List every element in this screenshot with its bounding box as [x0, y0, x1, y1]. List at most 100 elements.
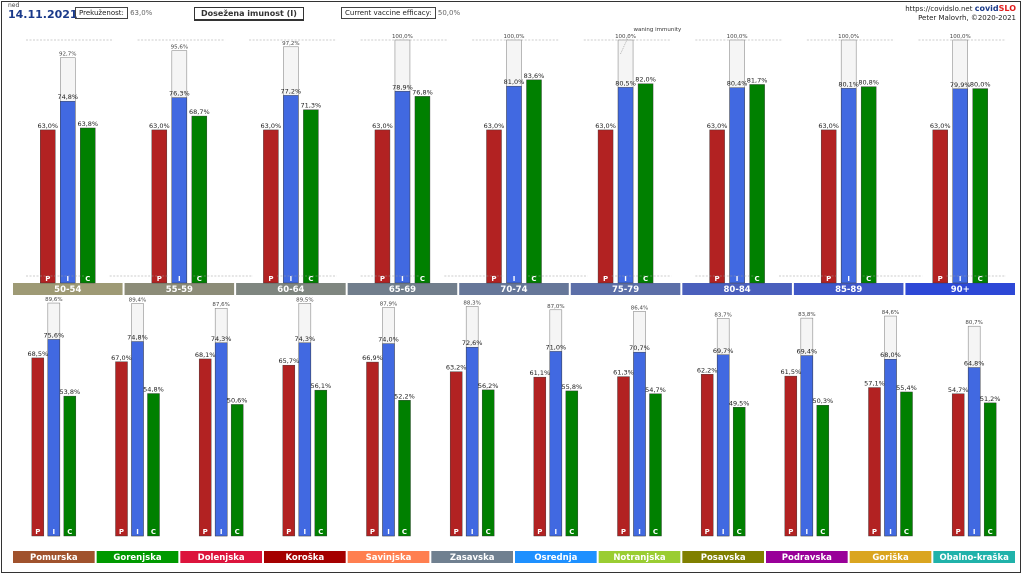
bar-p-value-label: 63,0% — [261, 122, 282, 130]
bar-c — [303, 109, 319, 284]
bar-letter: I — [471, 528, 474, 536]
bar-i-value-label: 64,8% — [964, 360, 985, 368]
category-label-background — [459, 283, 569, 295]
bar-letter: I — [53, 528, 56, 536]
bar-c-value-label: 53,8% — [60, 388, 81, 396]
bar-i — [952, 88, 968, 284]
bar-p — [820, 129, 837, 284]
bar-letter: P — [370, 528, 375, 536]
bar-p — [115, 361, 128, 537]
max-value-label: 87,9% — [380, 301, 397, 307]
bar-p-value-label: 62,2% — [697, 366, 718, 374]
bar-letter: I — [806, 528, 809, 536]
bar-i — [382, 343, 395, 537]
category-label: 50-54 — [54, 285, 81, 295]
breakthrough-label: Prekuženost: — [75, 7, 128, 19]
bar-i — [800, 355, 814, 537]
bar-p — [700, 374, 714, 537]
bar-letter: C — [653, 528, 658, 536]
category-label: 80-84 — [724, 285, 751, 295]
bar-letter: C — [866, 275, 871, 283]
category-label: Dolenjska — [198, 553, 245, 563]
bar-c-value-label: 55,8% — [562, 383, 583, 391]
bar-p-value-label: 63,0% — [149, 122, 170, 130]
bar-c-value-label: 81,7% — [747, 76, 768, 84]
bar-letter: C — [420, 275, 425, 283]
bar-c-value-label: 80,0% — [970, 81, 991, 89]
bar-letter: I — [973, 528, 976, 536]
bar-i-value-label: 74,0% — [378, 336, 399, 344]
bar-letter: I — [624, 275, 627, 283]
bar-c — [900, 391, 913, 537]
bar-letter: C — [569, 528, 574, 536]
bar-letter: I — [66, 275, 69, 283]
bar-c — [732, 407, 746, 537]
max-value-label: 89,6% — [45, 297, 62, 303]
max-value-label: 100,0% — [838, 34, 859, 40]
bar-letter: C — [531, 275, 536, 283]
bar-p-value-label: 63,0% — [372, 122, 393, 130]
bar-letter: C — [67, 528, 72, 536]
bar-p-value-label: 66,9% — [362, 354, 383, 362]
bar-letter: I — [847, 275, 850, 283]
bar-letter: P — [603, 275, 608, 283]
bar-p — [486, 129, 502, 284]
category-label: Osrednja — [534, 553, 577, 563]
bar-i — [840, 88, 857, 284]
bar-letter: P — [715, 275, 720, 283]
bar-c-value-label: 52,2% — [394, 392, 415, 400]
bar-p-value-label: 61,3% — [613, 369, 634, 377]
category-label-background — [905, 283, 1015, 295]
bar-i-value-label: 74,3% — [211, 335, 232, 343]
bar-i-value-label: 80,1% — [838, 80, 859, 88]
bar-c-value-label: 76,8% — [412, 88, 433, 96]
bar-i — [716, 354, 730, 537]
max-value-label: 92,7% — [59, 52, 76, 58]
bar-i-value-label: 80,5% — [615, 79, 636, 87]
bar-i-value-label: 71,0% — [546, 343, 567, 351]
category-label-background — [570, 283, 681, 295]
bar-c — [526, 79, 542, 284]
bar-p-value-label: 67,0% — [111, 354, 132, 362]
bar-p-value-label: 57,1% — [864, 380, 885, 388]
bar-i — [506, 85, 522, 284]
category-label-background — [793, 283, 904, 295]
category-label: 60-64 — [277, 285, 304, 295]
category-label-background — [598, 551, 681, 563]
bar-c — [414, 96, 431, 284]
bar-c-value-label: 54,7% — [645, 386, 666, 394]
day-label: ned — [8, 2, 20, 9]
bar-p — [533, 376, 547, 537]
bar-i-value-label: 80,4% — [727, 80, 748, 88]
max-value-label: 100,0% — [950, 34, 971, 40]
bar-i — [617, 87, 634, 284]
bar-i-value-label: 74,3% — [295, 335, 316, 343]
category-label-background — [180, 551, 262, 563]
annotation-pointer — [620, 33, 630, 55]
bar-i — [394, 91, 411, 284]
bar-letter: I — [555, 528, 558, 536]
bar-letter: C — [151, 528, 156, 536]
max-value-label: 100,0% — [727, 34, 748, 40]
max-value-label: 100,0% — [392, 34, 413, 40]
bar-p — [198, 358, 212, 537]
bar-letter: P — [872, 528, 877, 536]
bar-i-value-label: 79,9% — [950, 81, 971, 89]
category-label-background — [347, 283, 458, 295]
bar-letter: I — [304, 528, 307, 536]
chart-title: Dosežena imunost (I) — [194, 7, 304, 21]
bar-p-value-label: 63,0% — [818, 122, 839, 130]
credits: https://covidslo.net covidSLO Peter Malo… — [905, 5, 1016, 22]
bar-p — [597, 129, 614, 284]
bar-letter: C — [402, 528, 407, 536]
bar-p — [617, 376, 630, 537]
bar-i-value-label: 68,0% — [880, 351, 901, 359]
bar-i — [549, 351, 563, 537]
bar-i — [298, 342, 312, 537]
bar-p-value-label: 63,0% — [930, 122, 951, 130]
category-label: 85-89 — [835, 285, 862, 295]
bar-c — [637, 83, 654, 284]
category-label: Savinjska — [366, 553, 412, 563]
bar-i-value-label: 75,6% — [44, 331, 65, 339]
